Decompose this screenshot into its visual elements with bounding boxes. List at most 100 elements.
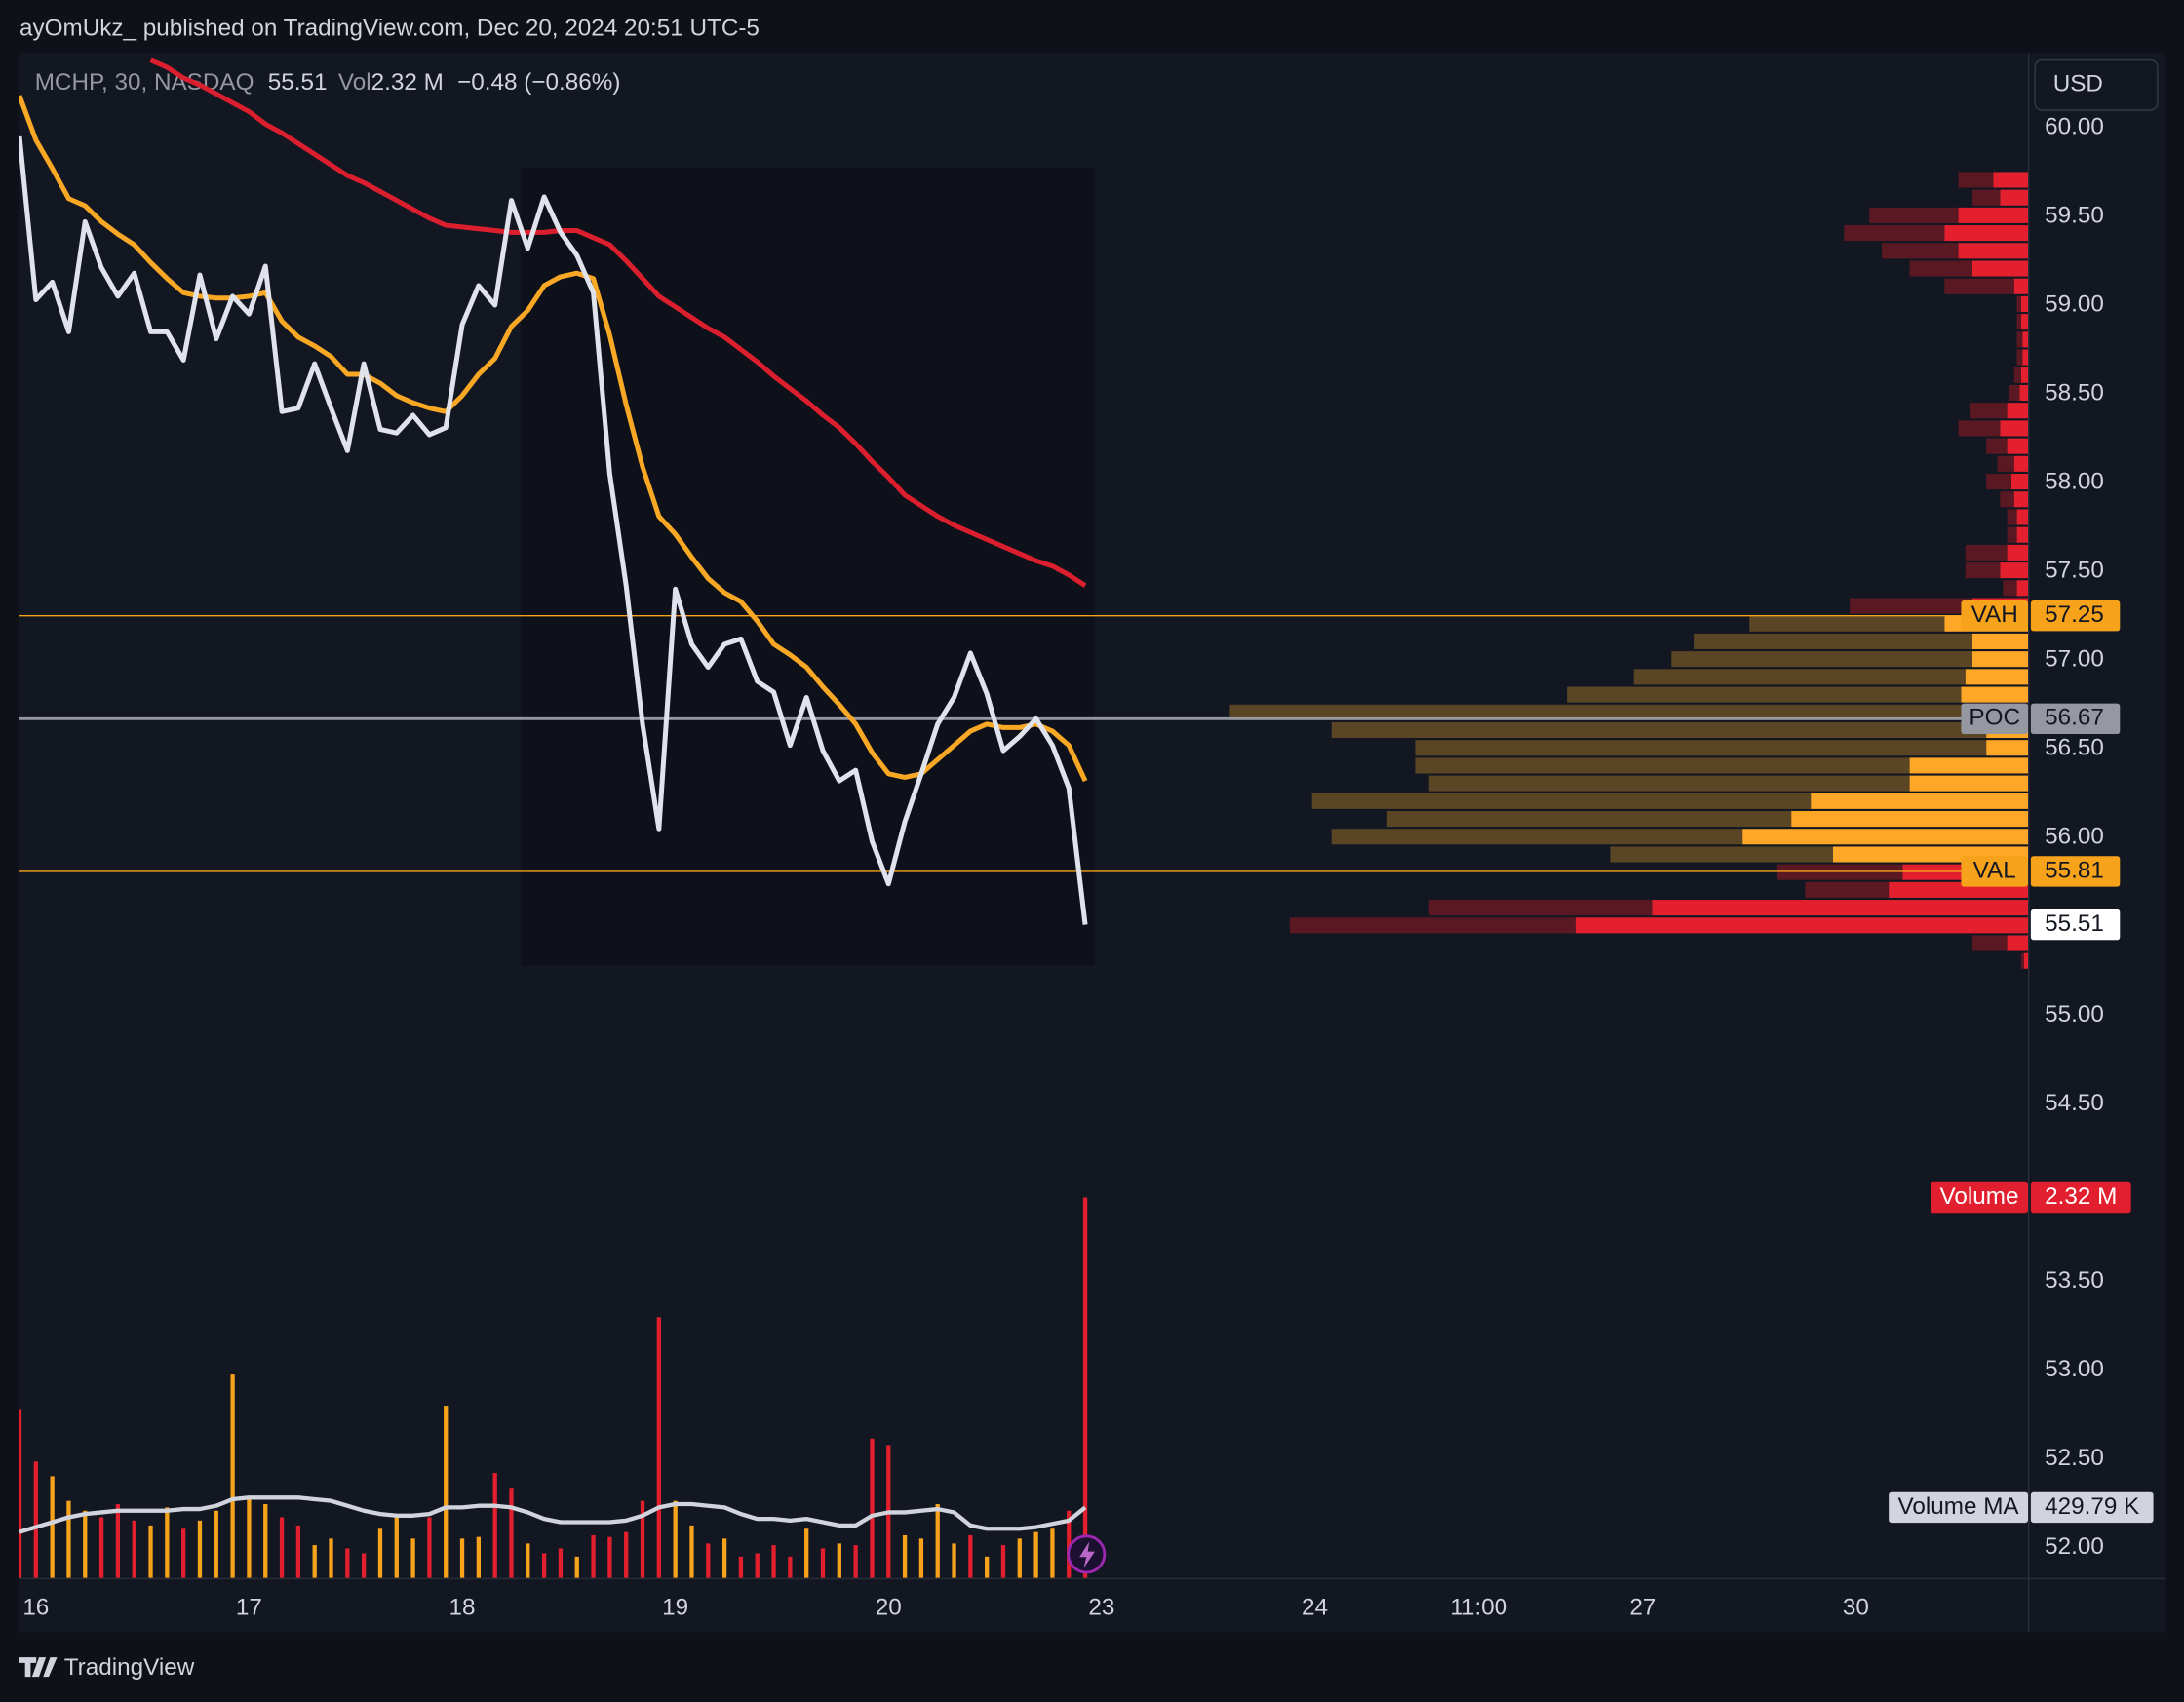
y-tick-label: 57.00	[2045, 646, 2104, 673]
profile-outer	[1965, 562, 2001, 579]
profile-inner	[1791, 811, 2028, 828]
brand: TradingView	[64, 1654, 195, 1681]
profile-outer	[1415, 740, 1987, 756]
profile-outer	[1749, 615, 1945, 632]
volume-bar	[247, 1497, 252, 1578]
profile-outer	[2016, 314, 2021, 330]
x-tick-label: 16	[22, 1595, 49, 1621]
volume-bar	[558, 1548, 564, 1578]
profile-inner	[2019, 384, 2028, 402]
profile-outer	[1965, 544, 2008, 561]
profile-outer	[1610, 846, 1833, 863]
level-value: 55.81	[2045, 857, 2104, 883]
currency-button[interactable]	[2034, 58, 2159, 111]
profile-inner	[1958, 243, 2028, 259]
profile-outer	[2003, 580, 2017, 597]
volume-bar	[1000, 1545, 1006, 1578]
legend: MCHP, 30, NASDAQ 55.51 Vol2.32 M −0.48 (−0.…	[35, 69, 621, 96]
profile-inner	[1909, 757, 2028, 774]
profile-inner	[1742, 829, 2028, 845]
legend-vol: Vol	[338, 69, 371, 96]
volume-ma-tag: Volume MA	[1898, 1493, 2020, 1520]
profile-inner	[2016, 509, 2028, 525]
volume-tag: Volume	[1940, 1183, 2019, 1210]
volume-bar	[362, 1553, 367, 1578]
profile-inner	[1993, 172, 2028, 188]
profile-outer	[2000, 491, 2014, 508]
profile-inner	[2022, 349, 2028, 366]
profile-outer	[1567, 686, 1962, 703]
profile-outer	[1229, 704, 1965, 720]
profile-outer	[1415, 757, 1910, 774]
profile-outer	[1986, 438, 2008, 454]
level-tag-bg	[1961, 856, 2028, 887]
volume-bar	[837, 1543, 841, 1578]
profile-outer	[1844, 225, 1945, 242]
legend-change: −0.48 (−0.86%)	[457, 69, 620, 96]
volume-bar	[509, 1488, 514, 1578]
volume-bar	[541, 1553, 547, 1578]
profile-outer	[1997, 455, 2014, 472]
profile-outer	[1971, 189, 2001, 206]
volume-bar	[722, 1538, 727, 1578]
volume-bar	[918, 1538, 924, 1578]
profile-outer	[1850, 598, 1972, 614]
x-tick-label: 24	[1302, 1595, 1328, 1621]
y-tick-label: 54.50	[2045, 1090, 2104, 1116]
level-tag-bg	[1961, 600, 2028, 632]
volume-bar	[689, 1525, 694, 1578]
volume-bar	[706, 1543, 711, 1578]
volume-bar	[20, 1409, 22, 1578]
y-tick-label: 53.00	[2045, 1356, 2104, 1382]
profile-inner	[1958, 207, 2028, 223]
profile-inner	[2007, 438, 2028, 454]
volume-bar	[738, 1556, 744, 1578]
y-tick-label: 52.00	[2045, 1533, 2104, 1560]
level-tag-bg	[1961, 703, 2028, 735]
legend-vol-value: 2.32 M	[371, 69, 444, 96]
x-tick-label: 23	[1088, 1595, 1114, 1621]
volume-ma	[20, 1495, 1087, 1534]
profile-inner	[2013, 278, 2028, 294]
volume-bar	[656, 1317, 661, 1578]
profile-inner	[1944, 225, 2028, 242]
profile-inner	[1986, 740, 2028, 756]
profile-outer	[2020, 952, 2024, 969]
volume-bar	[673, 1500, 678, 1578]
volume-bar	[115, 1504, 121, 1578]
y-tick-label: 58.50	[2045, 379, 2104, 406]
profile-outer	[1776, 864, 1903, 880]
legend-symbol: MCHP, 30, NASDAQ	[35, 69, 254, 96]
y-tick-label: 59.50	[2045, 202, 2104, 228]
profile-outer	[1633, 669, 1966, 685]
profile-outer	[1331, 829, 1743, 845]
price-line	[149, 58, 1087, 588]
volume-bar	[968, 1534, 973, 1578]
volume-bar	[410, 1538, 415, 1578]
profile-inner	[2016, 526, 2028, 543]
volume-bar	[788, 1556, 793, 1578]
y-tick-label: 52.50	[2045, 1445, 2104, 1471]
profile-outer	[1958, 172, 1994, 188]
volume-bar	[985, 1556, 990, 1578]
y-tick-label: 55.00	[2045, 1001, 2104, 1027]
profile-inner	[2007, 935, 2028, 951]
volume-bar	[427, 1517, 432, 1578]
profile-outer	[1944, 278, 2014, 294]
volume-bar	[132, 1520, 136, 1578]
volume-bar	[771, 1545, 776, 1578]
alert-bolt	[1079, 1541, 1095, 1568]
brand-logo	[20, 1657, 58, 1678]
x-tick-label: 20	[876, 1595, 902, 1621]
y-tick-label: 56.00	[2045, 824, 2104, 850]
volume-bar	[181, 1528, 186, 1578]
last-price-bg	[2030, 909, 2121, 941]
volume-bar	[755, 1553, 760, 1578]
y-tick-label: 53.50	[2045, 1267, 2104, 1294]
volume-bar	[345, 1548, 350, 1578]
profile-outer	[1694, 633, 1972, 649]
profile-inner	[2020, 367, 2028, 383]
level-value-bg	[2030, 703, 2121, 735]
profile-inner	[1909, 775, 2028, 792]
profile-inner	[2013, 491, 2028, 508]
